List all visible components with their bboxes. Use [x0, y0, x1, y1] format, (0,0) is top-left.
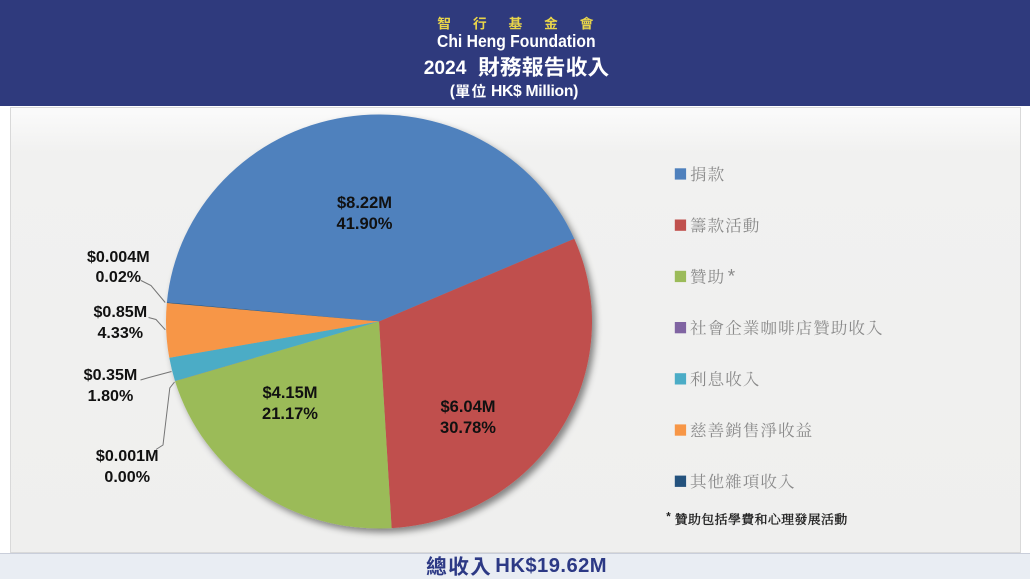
- svg-text:*: *: [666, 512, 671, 524]
- svg-text:*: *: [728, 267, 736, 288]
